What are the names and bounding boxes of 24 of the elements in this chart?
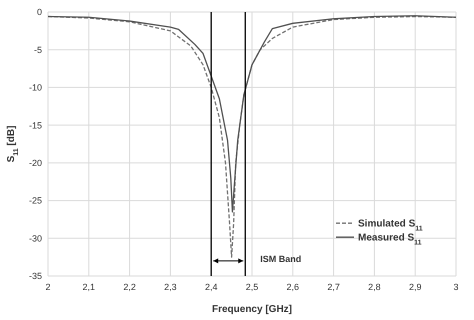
annotation: ISM Band [260,254,302,264]
legend-label: Simulated S$_{11}$ [358,218,423,232]
x-tick-label: 2,2 [123,282,136,292]
y-tick-label: -5 [34,44,42,55]
x-tick-label: 2,8 [368,282,381,292]
y-tick-label: -30 [28,233,42,244]
x-tick-label: 2,9 [408,282,422,292]
x-tick-label: 2 [45,282,51,292]
line-series [47,15,457,213]
y-tick-label: -25 [28,196,42,206]
y-tick-label: -15 [28,120,42,130]
x-tick-label: 2,3 [164,282,177,292]
x-axis-title: Frequency [GHz] [212,304,292,315]
x-tick-label: 2,4 [204,282,218,292]
y-tick-label: -35 [28,271,42,282]
legend-label: Measured S$_{11}$ [358,232,422,246]
x-tick-label: 2,6 [286,282,300,292]
x-tick-label: 2,7 [327,282,340,292]
y-tick-label: 0 [36,7,42,18]
x-tick-label: 3 [453,282,459,292]
y-tick-label: -20 [28,158,42,168]
y-tick-label: -10 [28,82,42,93]
x-tick-label: 2,5 [246,282,258,292]
x-tick-label: 2,1 [82,282,96,292]
